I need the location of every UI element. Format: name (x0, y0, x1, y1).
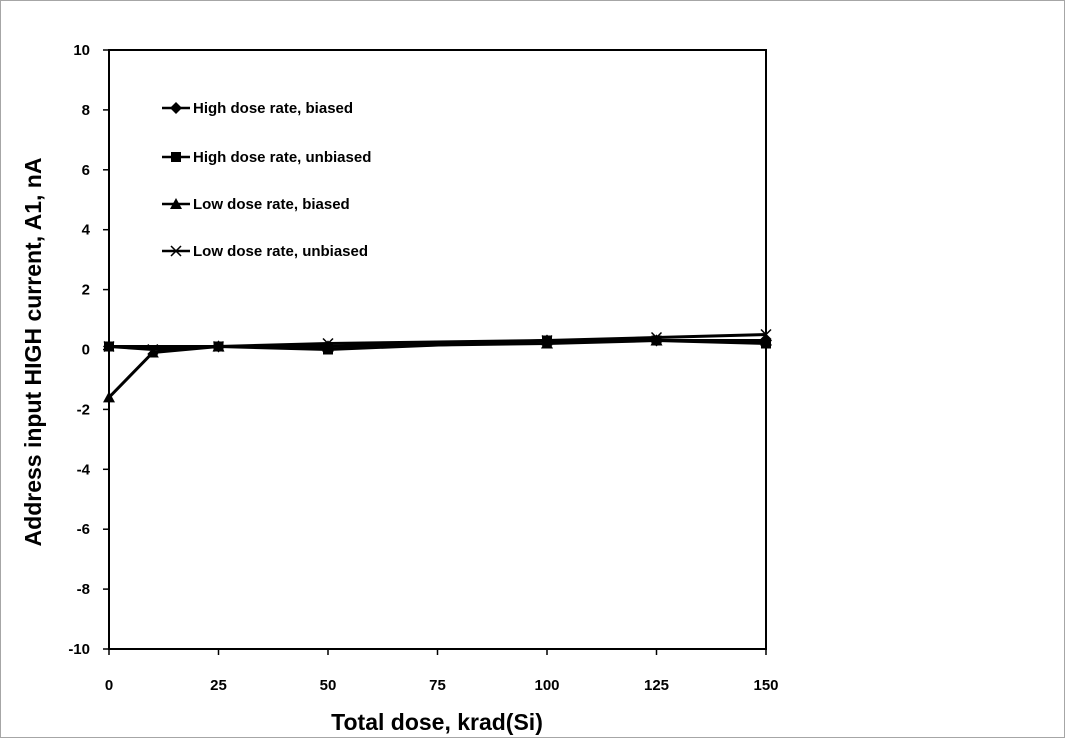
legend-item: High dose rate, biased (162, 100, 353, 117)
data-point-x (212, 340, 225, 353)
legend-label: High dose rate, unbiased (193, 149, 371, 166)
series-3 (103, 334, 772, 403)
y-tick-label: -10 (68, 641, 90, 658)
data-point-triangle (650, 334, 663, 346)
legend-label: Low dose rate, biased (193, 196, 350, 213)
x-tick-label: 125 (644, 677, 669, 694)
data-point-diamond (170, 102, 182, 114)
y-tick-label: -2 (77, 401, 90, 418)
data-point-square (171, 152, 181, 162)
legend: High dose rate, biased High dose rate, un… (162, 100, 371, 260)
data-point-triangle (760, 334, 772, 346)
data-point-x (103, 340, 115, 353)
plot-area (108, 49, 767, 650)
data-point-x (322, 337, 334, 350)
legend-item: Low dose rate, unbiased (162, 243, 368, 260)
x-tick-label: 150 (753, 677, 778, 694)
data-point-triangle (541, 337, 553, 349)
legend-label: High dose rate, biased (193, 100, 353, 117)
data-point-x (650, 331, 663, 344)
y-tick-label: 2 (82, 282, 90, 299)
data-point-x (147, 343, 159, 356)
x-axis-title: Total dose, krad(Si) (331, 709, 543, 735)
y-tick-label: 4 (82, 222, 91, 239)
legend-label: Low dose rate, unbiased (193, 243, 368, 260)
series-4 (103, 328, 772, 356)
y-tick-label: -6 (77, 521, 90, 538)
series-layer (103, 328, 772, 403)
y-tick-label: 6 (82, 162, 90, 179)
y-tick-label: -4 (77, 461, 91, 478)
data-point-triangle (170, 198, 182, 209)
y-axis-title: Address input HIGH current, A1, nA (20, 158, 46, 547)
y-tick-label: 8 (82, 102, 90, 119)
legend-item: Low dose rate, biased (162, 196, 350, 213)
x-tick-label: 100 (534, 677, 559, 694)
series-line (107, 339, 766, 399)
data-point-x (760, 328, 772, 341)
x-tick-label: 50 (320, 677, 337, 694)
data-point-triangle (103, 391, 115, 403)
x-tick-label: 75 (429, 677, 446, 694)
data-point-x (541, 334, 553, 347)
data-point-triangle (146, 346, 159, 358)
x-tick-label: 25 (210, 677, 227, 694)
data-point-triangle (322, 340, 334, 352)
y-tick-label: -8 (77, 581, 90, 598)
x-ticks: 0 25 50 75 100 125 150 (105, 649, 779, 694)
y-ticks: 10 8 6 4 2 0 -2 -4 -6 -8 -10 (68, 42, 109, 658)
y-tick-label: 0 (82, 342, 90, 359)
y-tick-label: 10 (73, 42, 90, 59)
x-tick-label: 0 (105, 677, 113, 694)
legend-item: High dose rate, unbiased (162, 149, 371, 166)
data-point-x (170, 245, 182, 257)
